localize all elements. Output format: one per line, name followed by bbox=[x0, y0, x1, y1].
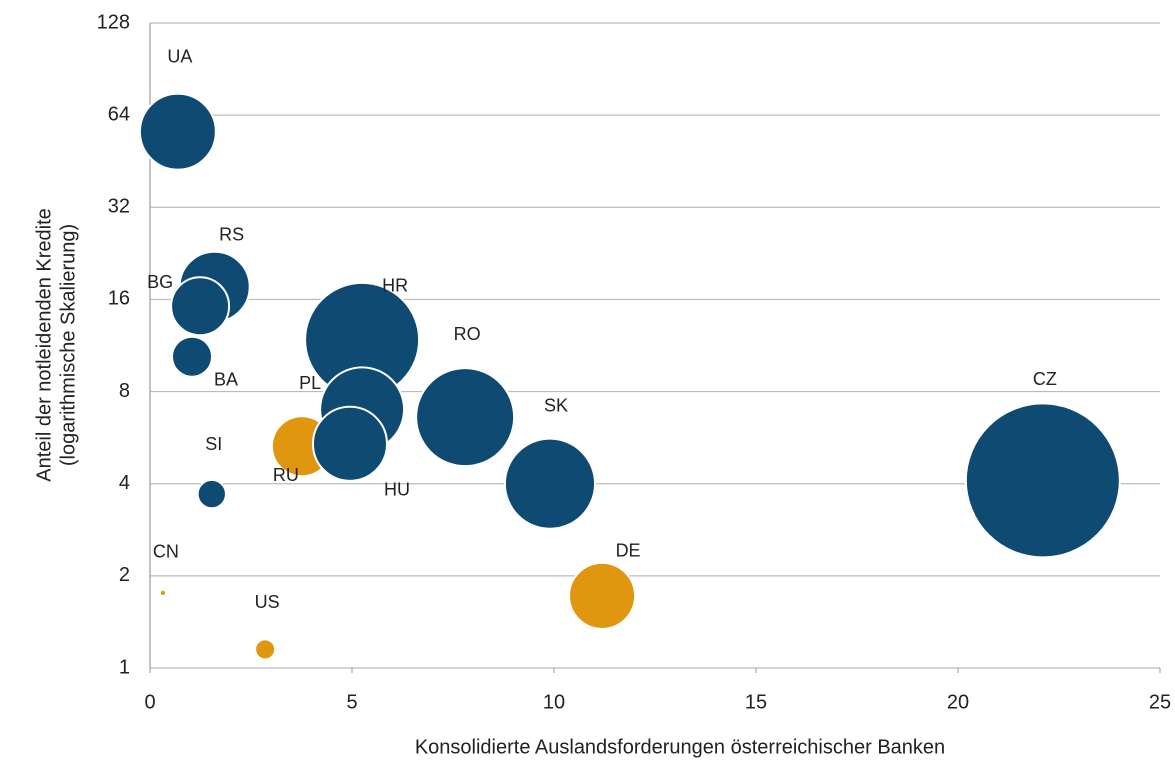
x-tick-label: 20 bbox=[947, 691, 969, 713]
point-label: PL bbox=[299, 373, 321, 393]
x-tick-label: 25 bbox=[1149, 691, 1171, 713]
x-axis-label: Konsolidierte Auslandsforderungen österr… bbox=[415, 736, 945, 758]
y-tick-label: 1 bbox=[119, 656, 130, 678]
x-tick-label: 15 bbox=[745, 691, 767, 713]
x-tick-label: 5 bbox=[346, 691, 357, 713]
x-tick-label: 0 bbox=[144, 691, 155, 713]
bubble bbox=[138, 92, 217, 171]
y-axis-label: (logarithmische Skalierung) bbox=[57, 224, 79, 466]
point-label: BG bbox=[147, 272, 173, 292]
bubble bbox=[964, 402, 1121, 559]
point-label: CN bbox=[153, 542, 179, 562]
y-tick-label: 64 bbox=[108, 103, 130, 125]
y-tick-label: 8 bbox=[119, 380, 130, 402]
bubble bbox=[170, 276, 231, 337]
bubble bbox=[568, 561, 637, 630]
bubble bbox=[196, 478, 227, 510]
bubble bbox=[503, 437, 597, 530]
y-axis-label: Anteil der notleidenden Kredite bbox=[33, 208, 55, 482]
y-tick-label: 32 bbox=[108, 196, 130, 218]
point-label: BA bbox=[214, 369, 238, 389]
bubble bbox=[254, 638, 277, 661]
point-label: DE bbox=[616, 541, 641, 561]
point-label: CZ bbox=[1033, 369, 1057, 389]
point-label: SI bbox=[205, 434, 222, 454]
point-label: UA bbox=[167, 46, 192, 66]
bubble bbox=[311, 405, 388, 482]
point-label: RU bbox=[273, 465, 299, 485]
y-axis-label-group: Anteil der notleidenden Kredite (logarit… bbox=[33, 208, 79, 482]
point-label: US bbox=[255, 592, 280, 612]
y-tick-label: 128 bbox=[97, 11, 130, 33]
y-tick-label: 2 bbox=[119, 564, 130, 586]
point-label: SK bbox=[544, 395, 568, 415]
bubble bbox=[158, 588, 168, 598]
bubble bbox=[171, 335, 214, 378]
point-label: RO bbox=[454, 324, 481, 344]
y-tick-label: 16 bbox=[108, 288, 130, 310]
point-label: HU bbox=[384, 480, 410, 500]
point-label: HR bbox=[382, 276, 408, 296]
x-tick-label: 10 bbox=[543, 691, 565, 713]
point-label: RS bbox=[219, 225, 244, 245]
y-tick-label: 4 bbox=[119, 472, 130, 494]
bubble bbox=[415, 367, 516, 468]
